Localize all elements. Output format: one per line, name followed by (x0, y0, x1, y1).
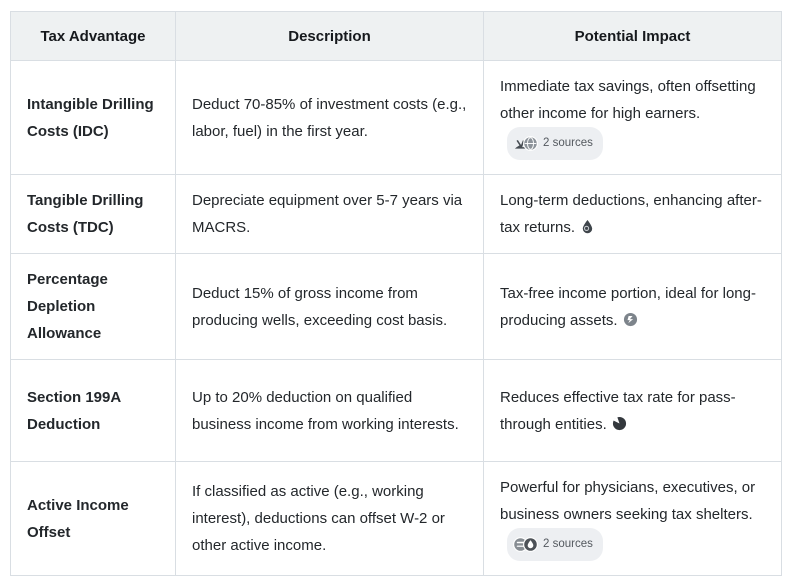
header-description: Description (175, 11, 484, 61)
impact-text: Powerful for physicians, executives, or … (500, 479, 756, 523)
impact-text: Reduces effective tax rate for pass-thro… (500, 388, 736, 433)
description-cell: Up to 20% deduction on qualified busines… (175, 359, 484, 462)
header-label: Description (288, 27, 371, 45)
swirl-circle-favicon[interactable] (623, 312, 638, 327)
header-tax-advantage: Tax Advantage (10, 11, 176, 61)
impact-cell: Powerful for physicians, executives, or … (483, 461, 782, 576)
globe-favicon (523, 136, 538, 151)
impact-cell: Long-term deductions, enhancing after-ta… (483, 174, 782, 254)
header-row: Tax Advantage Description Potential Impa… (10, 11, 782, 61)
advantage-cell: Active Income Offset (10, 461, 176, 576)
header-label: Potential Impact (574, 27, 691, 45)
table-row: Section 199A Deduction Up to 20% deducti… (10, 359, 782, 462)
table-row: Percentage Depletion Allowance Deduct 15… (10, 253, 782, 360)
impact-cell: Reduces effective tax rate for pass-thro… (483, 359, 782, 462)
impact-text: Tax-free income portion, ideal for long-… (500, 284, 756, 329)
impact-text: Long-term deductions, enhancing after-ta… (500, 192, 762, 236)
dark-moon-favicon[interactable] (612, 416, 627, 431)
sources-badge[interactable]: 2 sources (507, 127, 603, 160)
impact-text: Immediate tax savings, often offsetting … (500, 78, 756, 122)
advantage-cell: Tangible Drilling Costs (TDC) (10, 174, 176, 254)
sources-badge[interactable]: 2 sources (507, 528, 603, 561)
oil-droplet-favicon[interactable] (580, 219, 595, 234)
description-cell: Deduct 15% of gross income from producin… (175, 253, 484, 360)
description-cell: Deduct 70-85% of investment costs (e.g.,… (175, 60, 484, 175)
table-row: Active Income Offset If classified as ac… (10, 461, 782, 576)
advantage-cell: Intangible Drilling Costs (IDC) (10, 60, 176, 175)
page: Tax Advantage Description Potential Impa… (10, 11, 782, 576)
description-cell: If classified as active (e.g., working i… (175, 461, 484, 576)
header-potential-impact: Potential Impact (483, 11, 782, 61)
droplet-circle-favicon (523, 537, 538, 552)
table-row: Tangible Drilling Costs (TDC) Depreciate… (10, 174, 782, 254)
advantage-cell: Percentage Depletion Allowance (10, 253, 176, 360)
tax-advantages-table: Tax Advantage Description Potential Impa… (10, 11, 782, 576)
sources-badge-label: 2 sources (543, 137, 593, 149)
impact-cell: Immediate tax savings, often offsetting … (483, 60, 782, 175)
header-label: Tax Advantage (40, 27, 146, 45)
description-cell: Depreciate equipment over 5-7 years via … (175, 174, 484, 254)
table-row: Intangible Drilling Costs (IDC) Deduct 7… (10, 60, 782, 175)
sources-badge-label: 2 sources (543, 538, 593, 550)
advantage-cell: Section 199A Deduction (10, 359, 176, 462)
impact-cell: Tax-free income portion, ideal for long-… (483, 253, 782, 360)
